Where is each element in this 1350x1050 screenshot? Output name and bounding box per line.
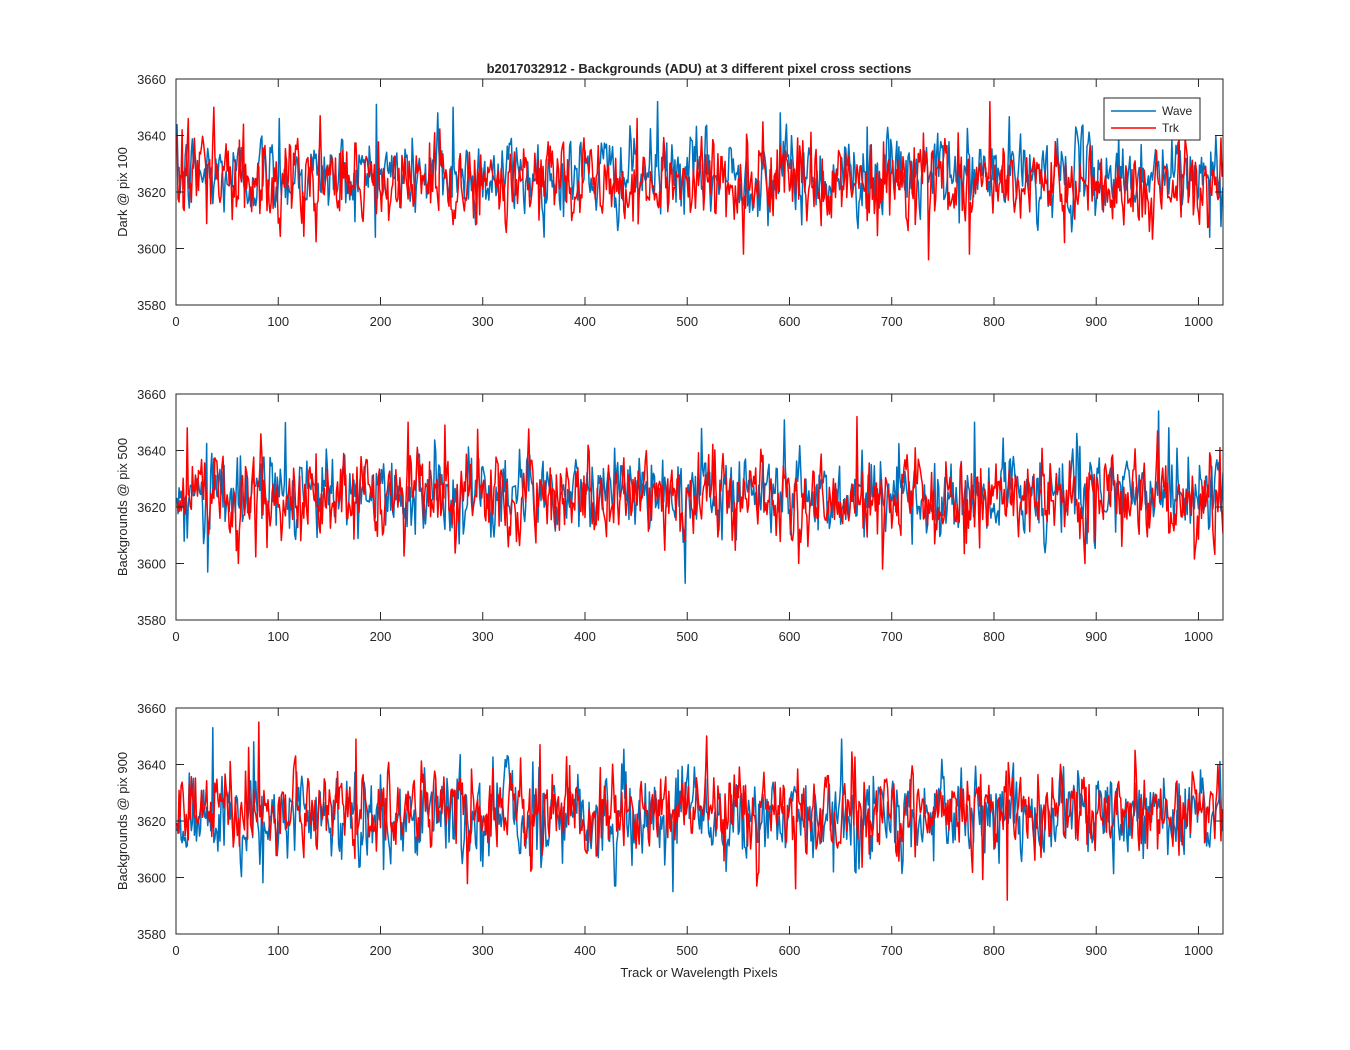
x-tick-label: 900	[1085, 314, 1107, 329]
series-line-trk	[176, 721, 1223, 901]
x-tick-label: 400	[574, 314, 596, 329]
x-tick-label: 800	[983, 629, 1005, 644]
x-tick-label: 1000	[1184, 314, 1213, 329]
y-tick-label: 3640	[137, 444, 166, 459]
y-axis-label: Dark @ pix 100	[115, 147, 130, 237]
x-tick-label: 1000	[1184, 943, 1213, 958]
y-axis-label: Backgrounds @ pix 500	[115, 438, 130, 576]
x-tick-label: 200	[370, 943, 392, 958]
y-tick-label: 3600	[137, 557, 166, 572]
subplots: 0 100 200 300 400 500 600 700 800 900 100035803600…	[115, 72, 1224, 958]
x-tick-label: 600	[779, 943, 801, 958]
x-tick-label: 200	[370, 629, 392, 644]
x-tick-label: 100	[267, 943, 289, 958]
figure-title: b2017032912 - Backgrounds (ADU) at 3 dif…	[487, 61, 912, 76]
series-line-trk	[176, 415, 1223, 570]
x-tick-label: 800	[983, 943, 1005, 958]
y-tick-label: 3580	[137, 927, 166, 942]
x-tick-label: 200	[370, 314, 392, 329]
y-tick-label: 3660	[137, 387, 166, 402]
x-tick-label: 400	[574, 943, 596, 958]
legend-box	[1103, 97, 1201, 141]
subplot-3: 0 100 200 300 400 500 600 700 800 900 1000 3580 3600…	[115, 701, 1224, 958]
y-tick-label: 3640	[137, 758, 166, 773]
x-tick-label: 500	[676, 629, 698, 644]
y-tick-label: 3580	[137, 298, 166, 313]
x-tick-label: 500	[676, 314, 698, 329]
x-tick-label: 0	[172, 314, 179, 329]
y-tick-label: 3660	[137, 701, 166, 716]
y-tick-label: 3600	[137, 242, 166, 257]
x-tick-label: 700	[881, 314, 903, 329]
x-tick-label: 0	[172, 943, 179, 958]
x-tick-label: 0	[172, 629, 179, 644]
y-tick-label: 3620	[137, 500, 166, 515]
x-tick-label: 100	[267, 314, 289, 329]
x-tick-label: 100	[267, 629, 289, 644]
subplot-1: 0 100 200 300 400 500 600 700 800 900 1000 3580 3600…	[115, 72, 1224, 329]
x-tick-label: 900	[1085, 629, 1107, 644]
x-tick-label: 400	[574, 629, 596, 644]
x-tick-label: 300	[472, 943, 494, 958]
y-tick-label: 3620	[137, 185, 166, 200]
y-tick-label: 3600	[137, 871, 166, 886]
x-tick-label: 600	[779, 314, 801, 329]
y-tick-label: 3640	[137, 129, 166, 144]
x-tick-label: 700	[881, 943, 903, 958]
y-tick-label: 3660	[137, 72, 166, 87]
legend-label-wave: Wave	[1162, 104, 1193, 118]
series-line-trk	[176, 100, 1223, 261]
x-tick-label: 500	[676, 943, 698, 958]
x-tick-label: 700	[881, 629, 903, 644]
x-tick-label: 300	[472, 314, 494, 329]
x-tick-label: 300	[472, 629, 494, 644]
x-axis-label: Track or Wavelength Pixels	[620, 965, 778, 980]
y-axis-label: Backgrounds @ pix 900	[115, 752, 130, 890]
subplot-2: 0 100 200 300 400 500 600 700 800 900 1000 3580 3600…	[115, 387, 1224, 644]
x-tick-label: 600	[779, 629, 801, 644]
y-tick-label: 3580	[137, 613, 166, 628]
legend-label-trk: Trk	[1162, 121, 1180, 135]
x-tick-label: 800	[983, 314, 1005, 329]
x-tick-label: 1000	[1184, 629, 1213, 644]
y-tick-label: 3620	[137, 814, 166, 829]
x-tick-label: 900	[1085, 943, 1107, 958]
legend: Wave Trk	[1103, 97, 1201, 141]
